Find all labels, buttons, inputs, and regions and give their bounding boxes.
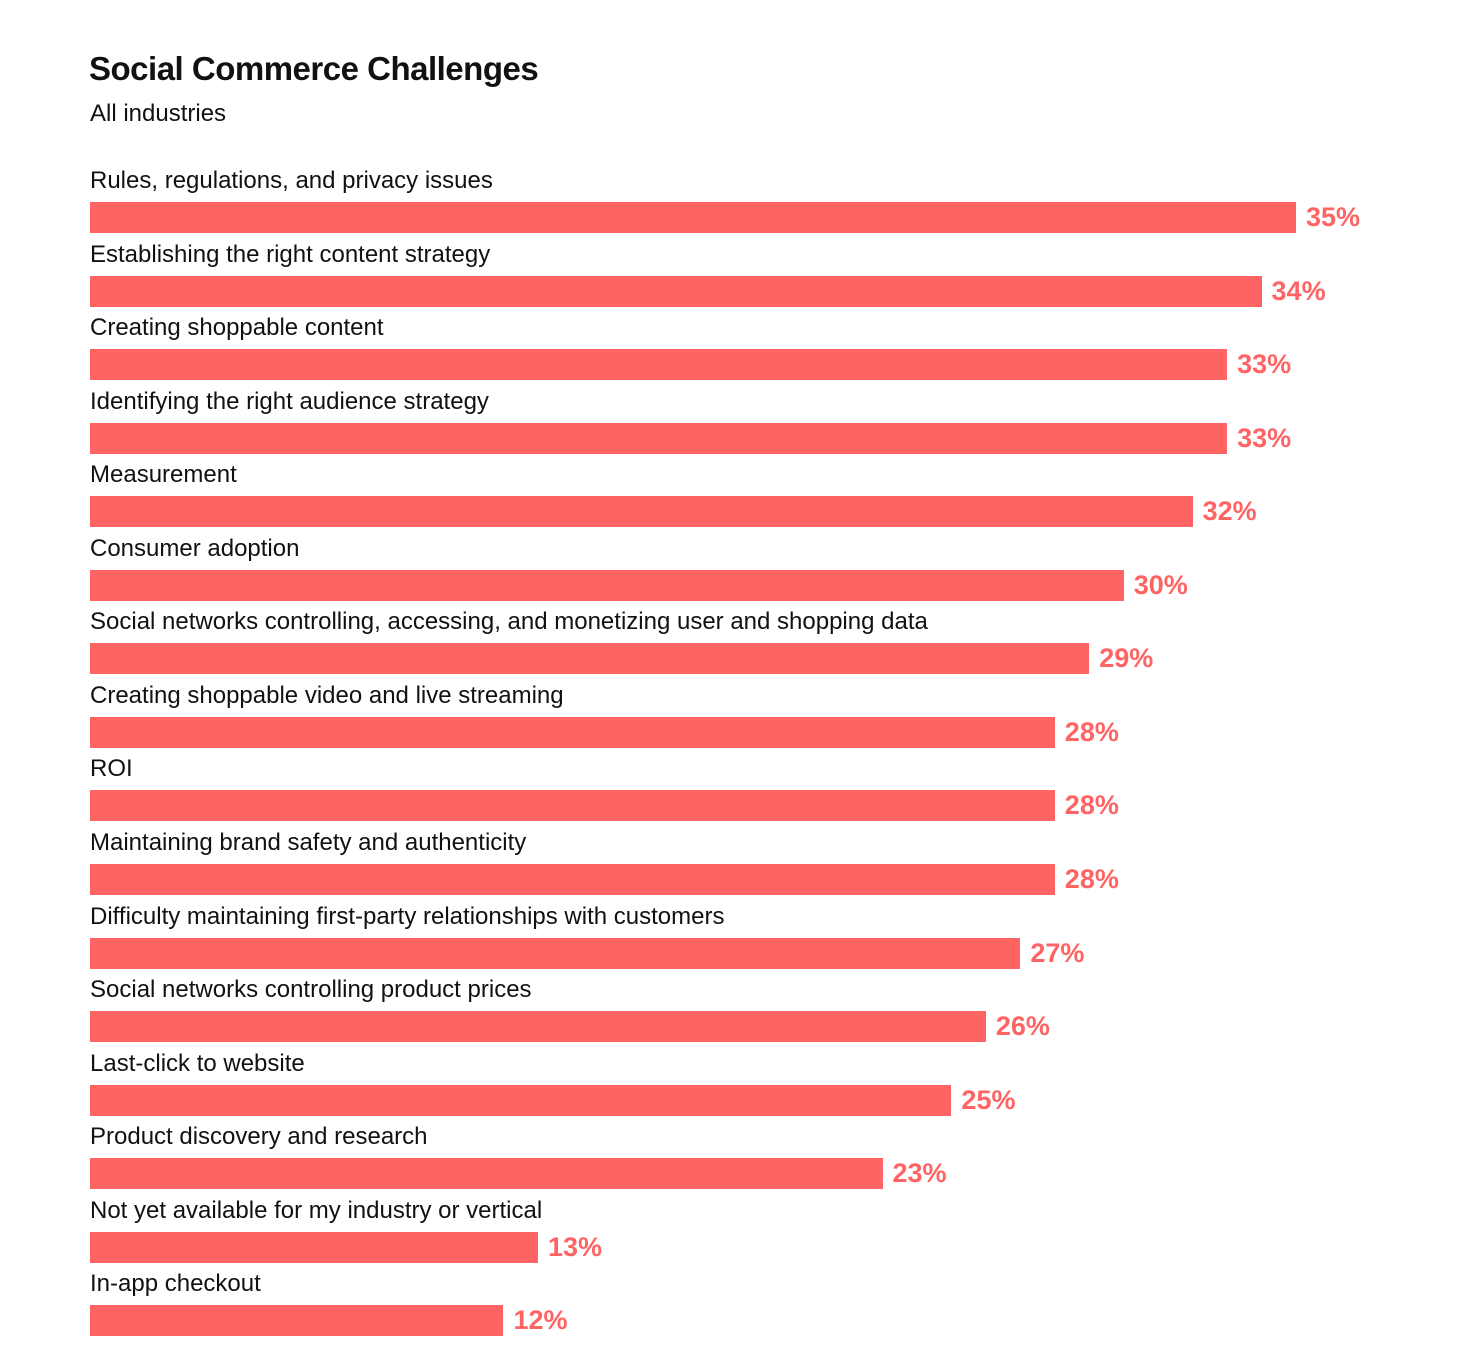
value-label: 34% (1271, 275, 1326, 306)
bar (90, 496, 1193, 528)
bar (90, 202, 1296, 233)
bar (90, 275, 1262, 307)
value-label: 13% (547, 1231, 602, 1262)
category-label: Establishing the right content strategy (90, 240, 491, 268)
category-label: Maintaining brand safety and authenticit… (90, 828, 527, 856)
bar (90, 716, 1055, 748)
value-label: 32% (1202, 496, 1257, 527)
category-label: In-app checkout (90, 1270, 261, 1298)
value-label: 28% (1064, 716, 1119, 747)
category-label: Last-click to website (90, 1049, 305, 1077)
value-label: 28% (1064, 790, 1119, 821)
category-label: Rules, regulations, and privacy issues (90, 167, 493, 194)
value-label: 25% (961, 1084, 1016, 1115)
value-label: 30% (1133, 569, 1188, 600)
bar (90, 1231, 538, 1263)
bar (90, 422, 1228, 454)
chart-title: Social Commerce Challenges (89, 50, 539, 87)
bar (90, 349, 1228, 381)
category-label: Identifying the right audience strategy (90, 387, 489, 415)
value-label: 35% (1306, 202, 1361, 232)
bar (90, 1305, 504, 1337)
category-label: Consumer adoption (90, 534, 300, 562)
value-label: 26% (995, 1011, 1050, 1042)
bar (90, 790, 1055, 822)
bar (90, 643, 1090, 675)
value-label: 28% (1064, 863, 1119, 894)
category-label: ROI (90, 755, 133, 783)
category-label: Product discovery and research (90, 1123, 428, 1151)
category-label: Social networks controlling product pric… (90, 976, 532, 1004)
value-label: 27% (1030, 937, 1085, 968)
value-label: 29% (1099, 643, 1154, 674)
category-label: Creating shoppable video and live stream… (90, 681, 564, 709)
bar (90, 1084, 952, 1116)
value-label: 23% (892, 1158, 947, 1189)
chart-subtitle: All industries (90, 100, 227, 127)
bar (90, 863, 1055, 895)
bar (90, 1011, 986, 1043)
category-label: Measurement (90, 461, 237, 489)
bar (90, 569, 1124, 601)
category-label: Creating shoppable content (90, 314, 384, 342)
value-label: 33% (1237, 349, 1292, 380)
category-label: Social networks controlling, accessing, … (90, 608, 928, 636)
bar (90, 937, 1021, 969)
bar (90, 1158, 883, 1190)
value-label: 12% (513, 1305, 568, 1336)
category-label: Difficulty maintaining first-party relat… (90, 902, 725, 930)
category-label: Not yet available for my industry or ver… (90, 1196, 543, 1224)
value-label: 33% (1237, 422, 1292, 453)
